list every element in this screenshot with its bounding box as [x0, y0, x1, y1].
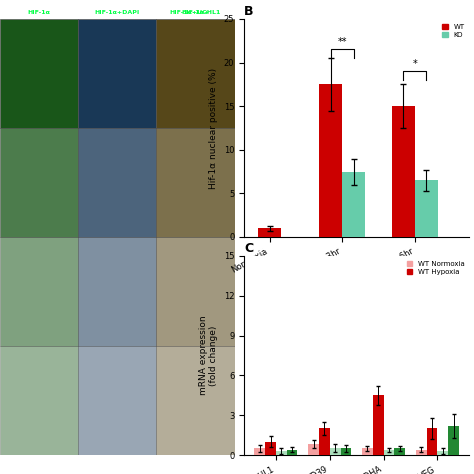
Bar: [394, 448, 405, 455]
Text: B: B: [244, 5, 254, 18]
Text: C: C: [244, 242, 253, 255]
Text: HIF-1α: HIF-1α: [27, 9, 51, 15]
Bar: [342, 172, 365, 237]
Bar: [156, 19, 235, 128]
Bar: [0, 346, 78, 455]
Bar: [156, 346, 235, 455]
Text: HIF-1α+DAPI: HIF-1α+DAPI: [95, 9, 140, 15]
Text: **: **: [337, 37, 347, 47]
Bar: [340, 448, 351, 455]
Bar: [0, 237, 78, 346]
Bar: [78, 128, 156, 237]
Bar: [265, 442, 276, 455]
Bar: [362, 448, 373, 455]
Bar: [373, 395, 383, 455]
Text: HIF-1α+UCHL1: HIF-1α+UCHL1: [170, 9, 221, 15]
Text: *: *: [412, 59, 417, 69]
Bar: [448, 426, 459, 455]
Bar: [392, 106, 415, 237]
Legend: WT, KO: WT, KO: [441, 22, 466, 39]
Bar: [330, 448, 340, 455]
Bar: [427, 428, 438, 455]
Bar: [0, 128, 78, 237]
Bar: [156, 128, 235, 237]
Y-axis label: mRNA expression
(fold change): mRNA expression (fold change): [199, 316, 219, 395]
Bar: [0, 19, 78, 128]
Bar: [319, 84, 342, 237]
Legend: WT Normoxia, WT Hypoxia: WT Normoxia, WT Hypoxia: [405, 259, 466, 276]
Bar: [287, 450, 297, 455]
Bar: [438, 451, 448, 455]
Y-axis label: Hif-1α nuclear positive (%): Hif-1α nuclear positive (%): [210, 67, 219, 189]
Bar: [156, 237, 235, 346]
Bar: [78, 237, 156, 346]
Bar: [308, 445, 319, 455]
Bar: [415, 180, 438, 237]
Bar: [276, 451, 287, 455]
Bar: [78, 19, 156, 128]
Bar: [255, 448, 265, 455]
Bar: [258, 228, 281, 237]
Text: HIF-1α+: HIF-1α+: [182, 9, 210, 15]
Bar: [416, 450, 427, 455]
Bar: [78, 346, 156, 455]
Bar: [319, 428, 330, 455]
Bar: [383, 450, 394, 455]
